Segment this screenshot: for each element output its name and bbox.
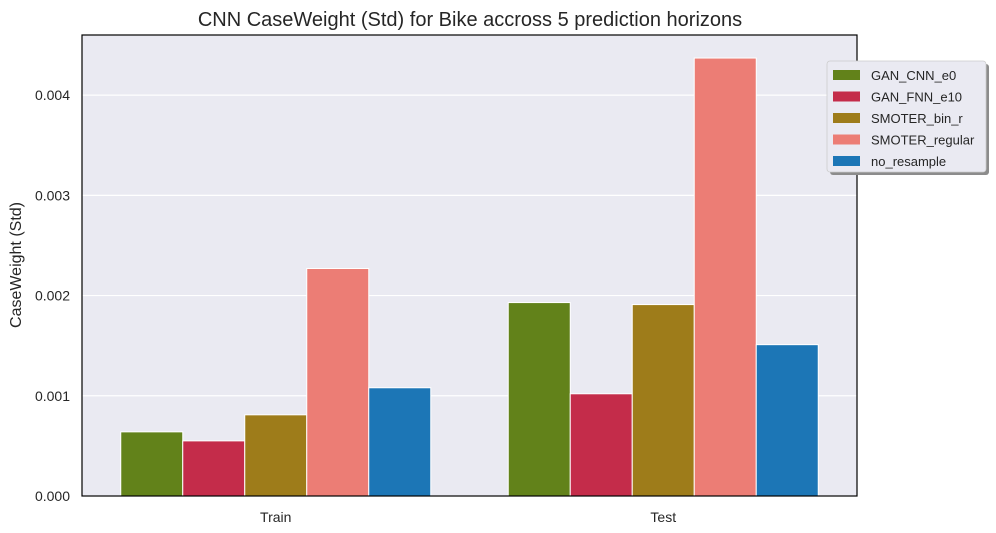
legend-label: SMOTER_regular bbox=[871, 133, 975, 148]
x-tick-label: Test bbox=[650, 509, 676, 525]
bar-GAN_CNN_e0-Train bbox=[120, 431, 184, 497]
bar-SMOTER_regular-Train bbox=[306, 268, 370, 497]
chart-title: CNN CaseWeight (Std) for Bike accross 5 … bbox=[198, 9, 742, 31]
x-tick-label: Train bbox=[260, 509, 291, 525]
x-axis-ticks: Train Test bbox=[260, 509, 676, 525]
bar-SMOTER_bin_r-Train bbox=[244, 414, 308, 497]
legend-swatch bbox=[833, 91, 860, 102]
bars-group bbox=[120, 57, 819, 497]
bar-GAN_FNN_e10-Train bbox=[182, 440, 246, 497]
y-tick-label: 0.001 bbox=[35, 388, 70, 404]
legend-box bbox=[826, 60, 987, 173]
bar-no_resample-Train bbox=[368, 387, 432, 497]
y-axis-label: CaseWeight (Std) bbox=[8, 202, 25, 328]
bar-GAN_FNN_e10-Test bbox=[569, 393, 633, 497]
bar-no_resample-Test bbox=[755, 344, 819, 497]
y-axis-ticks: 0.000 0.001 0.002 0.003 0.004 bbox=[35, 87, 70, 504]
plot-frame bbox=[81, 34, 858, 497]
legend-swatch bbox=[833, 134, 860, 145]
legend-swatch bbox=[833, 113, 860, 123]
legend-swatch bbox=[833, 70, 860, 80]
y-tick-label: 0.003 bbox=[35, 187, 70, 203]
legend-label: GAN_CNN_e0 bbox=[871, 68, 956, 83]
legend: GAN_CNN_e0 GAN_FNN_e10 SMOTER_bin_r SMOTER_… bbox=[826, 60, 989, 175]
bar-GAN_CNN_e0-Test bbox=[507, 302, 571, 497]
bar-SMOTER_regular-Test bbox=[693, 57, 757, 497]
legend-label: SMOTER_bin_r bbox=[871, 111, 963, 126]
y-tick-label: 0.004 bbox=[35, 87, 70, 103]
bar-SMOTER_bin_r-Test bbox=[631, 304, 695, 497]
y-tick-label: 0.000 bbox=[35, 488, 70, 504]
y-tick-label: 0.002 bbox=[35, 288, 70, 304]
legend-items: GAN_CNN_e0 GAN_FNN_e10 SMOTER_bin_r SMOTER_… bbox=[833, 68, 975, 169]
legend-swatch bbox=[833, 156, 860, 166]
legend-label: GAN_FNN_e10 bbox=[871, 90, 962, 105]
legend-label: no_resample bbox=[871, 154, 946, 169]
